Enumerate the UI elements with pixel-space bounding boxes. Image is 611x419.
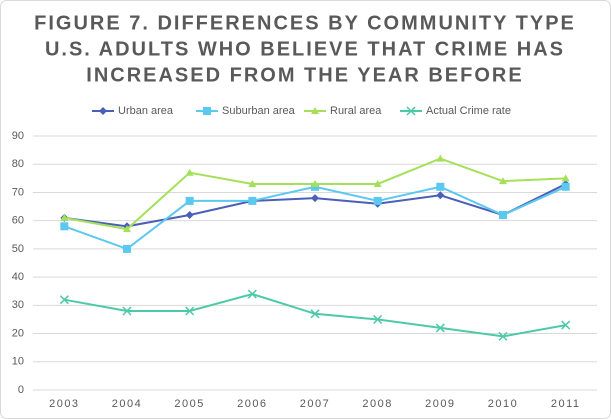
chart-title: FIGURE 7. DIFFERENCES BY COMMUNITY TYPE — [34, 12, 576, 34]
x-tick-label: 2004 — [112, 398, 142, 410]
data-point — [185, 306, 195, 316]
chart-title: U.S. ADULTS WHO BELIEVE THAT CRIME HAS — [45, 38, 565, 60]
data-point — [248, 196, 257, 205]
y-tick-label: 20 — [12, 327, 24, 339]
legend-label: Rural area — [330, 105, 382, 117]
data-point — [498, 331, 508, 341]
chart-title: INCREASED FROM THE YEAR BEFORE — [86, 64, 523, 86]
data-point — [499, 177, 507, 185]
data-point — [373, 196, 382, 205]
x-tick-label: 2008 — [362, 398, 392, 410]
y-tick-label: 80 — [12, 158, 24, 170]
legend-label: Actual Crime rate — [426, 105, 511, 117]
data-point — [499, 211, 507, 220]
legend-marker — [203, 107, 211, 115]
data-point — [123, 225, 131, 233]
data-point — [311, 194, 319, 203]
data-point — [59, 295, 69, 305]
data-point — [436, 154, 445, 162]
x-tick-label: 2006 — [237, 398, 267, 410]
y-tick-label: 50 — [12, 243, 24, 255]
data-point — [123, 244, 131, 253]
data-point — [436, 191, 445, 200]
x-tick-label: 2010 — [488, 398, 518, 410]
x-tick-label: 2011 — [551, 398, 581, 410]
data-point — [185, 211, 194, 220]
data-point — [373, 179, 382, 187]
x-tick-label: 2007 — [300, 398, 330, 410]
data-point — [561, 182, 570, 191]
data-point — [436, 182, 445, 191]
data-point — [122, 306, 132, 316]
data-point — [561, 174, 570, 182]
data-point — [435, 323, 445, 333]
y-tick-label: 40 — [12, 271, 24, 283]
data-point — [60, 213, 69, 221]
legend-marker — [311, 107, 319, 114]
data-point — [311, 179, 319, 187]
legend-marker — [99, 107, 107, 115]
data-point — [247, 289, 257, 299]
data-point — [185, 168, 194, 176]
data-point — [248, 179, 257, 187]
data-point — [185, 196, 194, 205]
legend-label: Urban area — [118, 105, 174, 117]
x-tick-label: 2005 — [174, 398, 204, 410]
y-tick-label: 10 — [12, 356, 24, 368]
y-tick-label: 90 — [12, 130, 24, 142]
data-point — [373, 314, 383, 324]
x-tick-label: 2009 — [425, 398, 455, 410]
data-point — [561, 320, 571, 330]
y-tick-label: 60 — [12, 215, 24, 227]
data-point — [60, 222, 69, 231]
y-tick-label: 30 — [12, 299, 24, 311]
legend-label: Suburban area — [222, 105, 296, 117]
legend-marker — [406, 106, 416, 116]
y-tick-label: 70 — [12, 186, 24, 198]
x-tick-label: 2003 — [49, 398, 79, 410]
data-point — [310, 309, 320, 319]
y-tick-label: 0 — [18, 384, 24, 396]
